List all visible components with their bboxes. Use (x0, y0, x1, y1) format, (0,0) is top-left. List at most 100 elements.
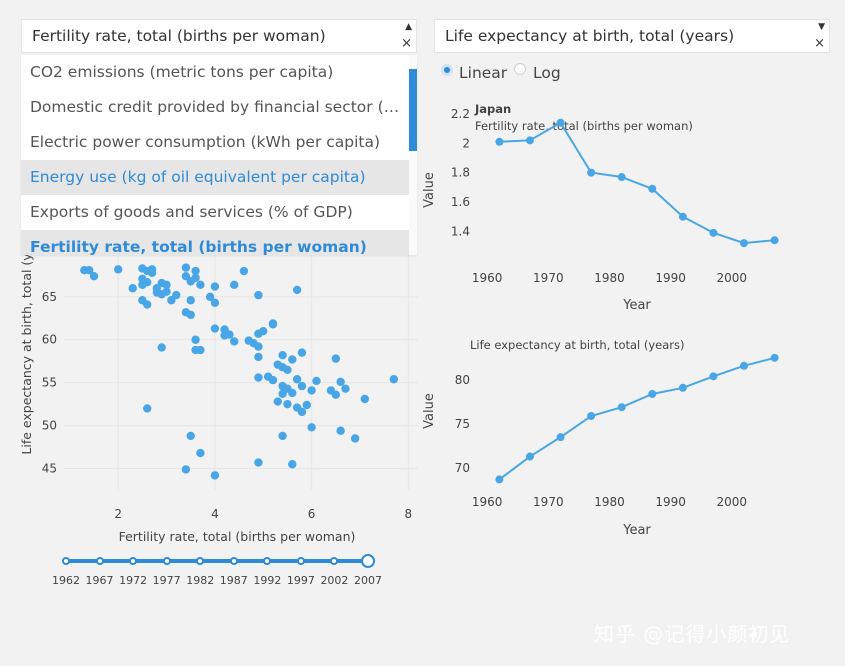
scatter-point[interactable] (162, 280, 171, 289)
year-slider-label[interactable]: 1997 (286, 574, 315, 587)
scatter-point[interactable] (278, 431, 287, 441)
year-slider-mark[interactable] (162, 557, 171, 565)
series-point[interactable] (709, 372, 718, 381)
dropdown-scrollbar-thumb[interactable] (409, 69, 417, 151)
year-slider-handle[interactable] (361, 554, 375, 568)
scatter-point[interactable] (186, 296, 195, 305)
series-point[interactable] (770, 353, 779, 362)
year-slider-mark[interactable] (229, 557, 238, 565)
series-point[interactable] (709, 228, 718, 237)
year-slider-mark[interactable] (263, 557, 272, 565)
dropdown-option[interactable]: CO2 emissions (metric tons per capita) (30, 63, 334, 81)
scatter-point[interactable] (307, 386, 316, 395)
scatter-point[interactable] (143, 300, 152, 309)
scatter-point[interactable] (84, 266, 94, 275)
year-slider-label[interactable]: 1977 (152, 574, 181, 587)
scatter-point[interactable] (114, 265, 123, 274)
year-slider-mark[interactable] (196, 557, 205, 565)
year-slider-label[interactable]: 2007 (354, 574, 382, 587)
dropdown-option[interactable]: Domestic credit provided by financial se… (30, 98, 409, 116)
scatter-point[interactable] (196, 345, 205, 355)
year-slider-label[interactable]: 1972 (119, 574, 148, 587)
series-point[interactable] (525, 136, 534, 145)
scatter-point[interactable] (292, 375, 302, 384)
scatter-point[interactable] (288, 355, 297, 364)
scatter-point[interactable] (341, 384, 350, 393)
scatter-point[interactable] (360, 394, 370, 404)
scatter-point[interactable] (331, 390, 340, 399)
scatter-point[interactable] (191, 335, 200, 344)
y-indicator-select[interactable]: Life expectancy at birth, total (years) … (434, 19, 830, 53)
series-point[interactable] (556, 118, 565, 127)
scatter-point[interactable] (157, 343, 166, 352)
year-slider-label[interactable]: 2002 (320, 574, 349, 587)
year-slider-label[interactable]: 1967 (85, 574, 114, 587)
scatter-point[interactable] (278, 389, 287, 399)
scatter-point[interactable] (336, 426, 345, 435)
scatter-point[interactable] (230, 280, 239, 289)
scatter-point[interactable] (307, 423, 316, 432)
series-point[interactable] (556, 433, 565, 442)
scatter-point[interactable] (196, 448, 205, 458)
series-point[interactable] (648, 389, 657, 398)
scatter-point[interactable] (210, 282, 220, 291)
scatter-point[interactable] (128, 284, 137, 293)
dropdown-option[interactable]: Fertility rate, total (births per woman) (21, 230, 409, 255)
scatter-point[interactable] (350, 434, 360, 443)
scatter-point[interactable] (89, 272, 99, 281)
scatter-point[interactable] (268, 375, 278, 385)
scatter-point[interactable] (181, 465, 191, 474)
scatter-point[interactable] (147, 268, 157, 277)
scatter-point[interactable] (172, 290, 181, 300)
scatter-point[interactable] (297, 348, 307, 357)
scatter-point[interactable] (297, 407, 307, 417)
scatter-point[interactable] (254, 329, 263, 338)
scatter-point[interactable] (210, 298, 220, 308)
year-slider-mark[interactable] (129, 557, 138, 565)
scatter-point[interactable] (181, 263, 191, 272)
scatter-point[interactable] (283, 365, 292, 374)
year-slider-label[interactable]: 1982 (186, 574, 215, 587)
scatter-point[interactable] (254, 290, 263, 300)
scatter-point[interactable] (254, 352, 263, 362)
dropdown-option[interactable]: Electric power consumption (kWh per capi… (30, 133, 381, 151)
scatter-point[interactable] (312, 376, 321, 386)
scatter-point[interactable] (297, 381, 307, 391)
scatter-point[interactable] (186, 310, 195, 320)
series-point[interactable] (678, 212, 687, 221)
scatter-point[interactable] (143, 278, 152, 287)
year-slider-label[interactable]: 1992 (253, 574, 282, 587)
scatter-point[interactable] (336, 377, 345, 387)
radio-linear[interactable] (441, 64, 453, 76)
scatter-point[interactable] (278, 351, 287, 360)
dropdown-option[interactable]: Exports of goods and services (% of GDP) (30, 203, 353, 221)
scatter-point[interactable] (389, 375, 399, 384)
scatter-point[interactable] (273, 397, 282, 406)
scatter-point[interactable] (288, 460, 297, 469)
scatter-point[interactable] (239, 266, 249, 276)
year-slider-label[interactable]: 1962 (52, 574, 80, 587)
scatter-point[interactable] (268, 319, 278, 328)
scatter-point[interactable] (220, 331, 229, 340)
radio-log[interactable] (514, 63, 526, 75)
year-slider-mark[interactable] (95, 557, 104, 565)
series-point[interactable] (740, 239, 749, 248)
scatter-point[interactable] (288, 388, 297, 398)
year-slider-mark[interactable] (62, 557, 70, 565)
scatter-point[interactable] (254, 373, 263, 382)
scatter-point[interactable] (196, 280, 205, 289)
year-slider-mark[interactable] (296, 557, 305, 565)
scatter-point[interactable] (186, 277, 195, 286)
radio-log-label[interactable]: Log (533, 64, 561, 82)
scatter-point[interactable] (244, 336, 253, 345)
scatter-point[interactable] (143, 404, 152, 413)
chevron-up-icon[interactable]: ▲ (405, 22, 412, 32)
series-point[interactable] (495, 137, 504, 146)
scatter-point[interactable] (186, 431, 195, 441)
scatter-point[interactable] (292, 285, 302, 295)
scatter-point[interactable] (191, 266, 200, 276)
year-slider-mark[interactable] (330, 557, 339, 565)
clear-icon[interactable]: × (814, 36, 825, 51)
scatter-point[interactable] (205, 292, 215, 302)
series-point[interactable] (617, 173, 626, 182)
